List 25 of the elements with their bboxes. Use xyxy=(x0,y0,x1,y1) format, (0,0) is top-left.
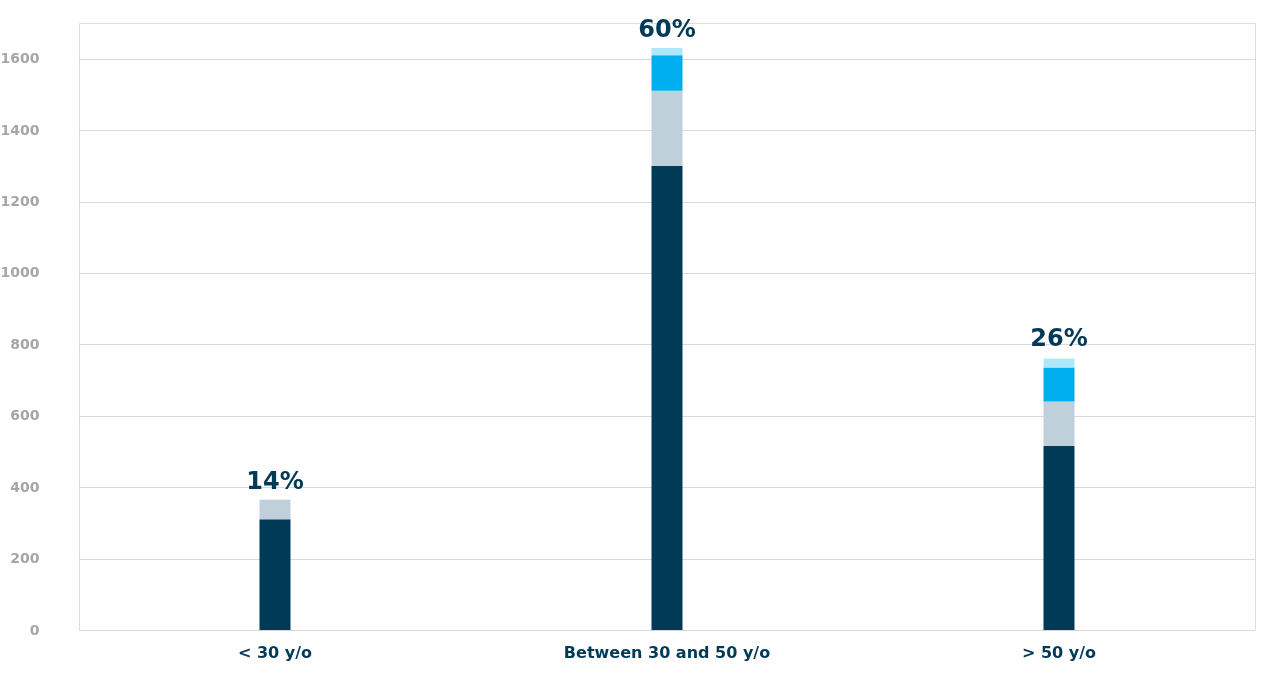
y-tick-label: 200 xyxy=(10,550,40,567)
annotation: 60% xyxy=(638,14,696,43)
annotation: 26% xyxy=(1030,323,1088,352)
y-tick-label: 1600 xyxy=(0,50,40,67)
bar xyxy=(651,165,683,630)
y-tick-label: 1200 xyxy=(0,193,40,210)
y-tick-label: 1400 xyxy=(0,121,40,138)
x-tick-label: < 30 y/o xyxy=(237,642,313,662)
y-tick-label: 0 xyxy=(29,621,40,638)
bar xyxy=(259,519,291,630)
x-tick-label: > 50 y/o xyxy=(1021,642,1097,662)
bar xyxy=(651,90,683,166)
y-tick-label: 400 xyxy=(10,478,40,495)
bar xyxy=(1043,367,1075,402)
y-tick-label: 1000 xyxy=(0,264,40,281)
y-tick-label: 800 xyxy=(10,335,40,352)
x-tick-label: Between 30 and 50 y/o xyxy=(563,642,771,662)
y-tick-label: 600 xyxy=(10,407,40,424)
bar xyxy=(1043,358,1075,368)
bar xyxy=(1043,446,1075,630)
annotation: 14% xyxy=(246,466,304,495)
bar xyxy=(259,499,291,520)
bar xyxy=(651,47,683,56)
bar xyxy=(651,55,683,91)
bar xyxy=(1043,401,1075,447)
